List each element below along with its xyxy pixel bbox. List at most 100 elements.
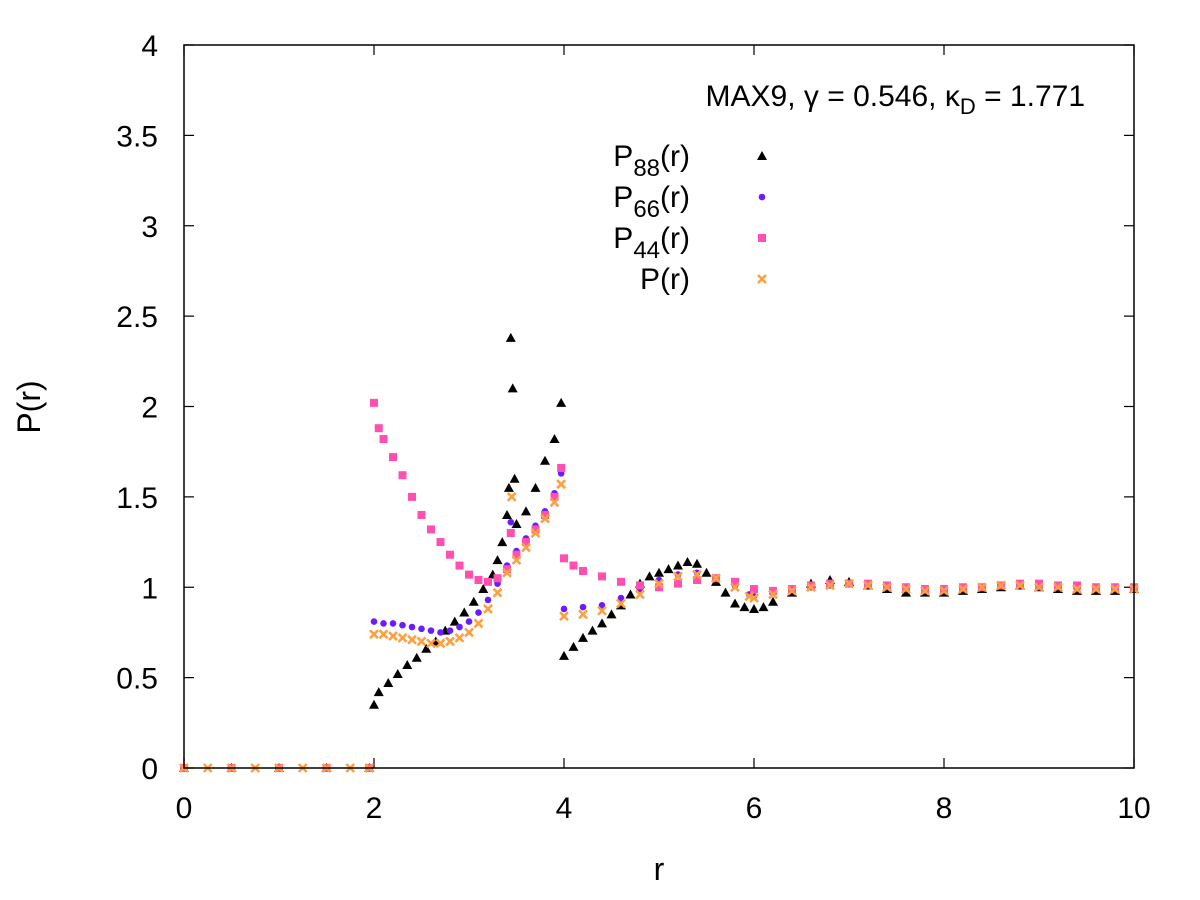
data-point	[578, 632, 588, 642]
data-point	[587, 625, 598, 635]
data-point	[502, 509, 512, 519]
data-point	[730, 598, 740, 608]
legend-marker	[757, 274, 767, 284]
x-axis-label: r	[654, 851, 665, 887]
data-point	[569, 561, 578, 570]
data-point	[383, 678, 394, 688]
data-point	[373, 687, 384, 697]
data-point	[446, 627, 454, 634]
plot-frame	[183, 44, 1135, 769]
data-point	[557, 463, 566, 472]
legend: P88(r)P66(r)P44(r)P(r)	[613, 140, 767, 296]
data-point	[578, 609, 588, 620]
data-point	[530, 482, 541, 492]
data-point	[507, 518, 515, 526]
data-point	[749, 603, 759, 613]
data-point	[560, 554, 568, 563]
data-point	[730, 582, 740, 593]
data-point	[556, 479, 567, 490]
data-point	[478, 584, 489, 594]
data-point	[674, 579, 682, 588]
data-point	[996, 580, 1006, 591]
data-point	[369, 629, 379, 640]
data-point	[654, 567, 664, 577]
data-point	[475, 609, 482, 616]
legend-label: P44(r)	[613, 222, 690, 264]
data-point	[617, 594, 625, 602]
data-point	[437, 629, 444, 636]
data-point	[399, 621, 406, 629]
data-point	[507, 383, 518, 393]
data-point	[484, 596, 492, 604]
legend-marker	[758, 234, 766, 242]
data-point	[1035, 579, 1043, 588]
data-point	[654, 578, 664, 589]
data-point	[492, 555, 503, 565]
data-point	[426, 638, 436, 649]
data-point	[417, 510, 426, 519]
series-P(r)	[179, 479, 1139, 773]
data-point	[720, 587, 731, 597]
data-point	[512, 550, 521, 559]
data-point	[806, 582, 816, 593]
data-point	[701, 567, 712, 577]
data-point	[503, 565, 511, 574]
data-point	[455, 561, 464, 570]
data-point	[464, 627, 474, 638]
data-point	[522, 538, 530, 547]
data-point	[597, 618, 607, 628]
x-tick-label: 8	[936, 792, 953, 825]
data-point	[673, 571, 683, 582]
data-point	[787, 585, 797, 596]
data-point	[418, 625, 425, 633]
y-axis-label: P(r)	[11, 380, 47, 433]
data-point	[617, 577, 625, 586]
legend-label: P88(r)	[613, 140, 690, 182]
data-point	[436, 538, 445, 547]
data-point	[506, 529, 515, 538]
data-point	[541, 510, 549, 519]
data-point	[939, 585, 949, 596]
data-point	[693, 576, 701, 585]
data-point	[502, 567, 512, 578]
data-point	[731, 577, 739, 586]
data-point	[369, 699, 379, 709]
data-point	[465, 570, 473, 579]
data-point	[682, 556, 693, 566]
y-tick-label: 0.5	[116, 663, 158, 696]
data-point	[459, 607, 470, 617]
data-point	[636, 581, 644, 590]
data-point	[549, 434, 560, 444]
data-point	[435, 638, 446, 649]
legend-label: P66(r)	[613, 181, 690, 223]
data-point	[768, 589, 778, 600]
data-point	[427, 525, 435, 534]
data-point	[389, 620, 397, 627]
data-point	[958, 584, 968, 594]
data-point	[768, 596, 778, 606]
data-point	[388, 631, 398, 641]
data-point	[411, 652, 422, 662]
data-point	[449, 616, 460, 626]
data-point	[606, 609, 617, 619]
data-point	[493, 574, 502, 583]
data-point	[977, 582, 987, 593]
data-point	[456, 623, 463, 631]
data-point	[407, 634, 417, 645]
x-tick-label: 2	[366, 792, 383, 825]
data-point	[616, 598, 626, 609]
data-point	[644, 571, 655, 581]
data-point	[920, 585, 930, 596]
data-point	[497, 537, 508, 547]
y-tick-label: 3.5	[116, 120, 158, 153]
data-point	[474, 576, 483, 585]
data-point	[484, 577, 492, 586]
data-point	[568, 641, 579, 651]
data-point	[758, 602, 769, 612]
data-point	[1072, 584, 1082, 594]
data-point	[559, 650, 569, 660]
data-point	[655, 583, 663, 592]
data-point	[473, 618, 484, 629]
ticks: 0 2 4 6 8 10 0 0.5 1 1.5 2 2.5 3 3.5 4	[116, 30, 1150, 825]
data-point	[511, 555, 522, 566]
